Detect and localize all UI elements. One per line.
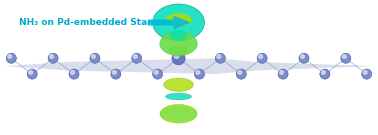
- Circle shape: [320, 69, 330, 79]
- Circle shape: [172, 52, 185, 65]
- Ellipse shape: [160, 104, 197, 123]
- Circle shape: [196, 70, 200, 74]
- Circle shape: [29, 70, 33, 74]
- Circle shape: [238, 70, 242, 74]
- Circle shape: [50, 55, 54, 58]
- Circle shape: [90, 53, 100, 63]
- Circle shape: [27, 69, 37, 79]
- Ellipse shape: [166, 93, 192, 100]
- Circle shape: [363, 70, 367, 74]
- Ellipse shape: [166, 13, 192, 26]
- Circle shape: [215, 53, 225, 63]
- Circle shape: [6, 53, 16, 63]
- Circle shape: [154, 70, 158, 74]
- Circle shape: [174, 53, 179, 58]
- Circle shape: [301, 55, 304, 58]
- Ellipse shape: [170, 30, 187, 41]
- Ellipse shape: [153, 4, 204, 41]
- Circle shape: [362, 69, 372, 79]
- Ellipse shape: [160, 32, 197, 56]
- Circle shape: [280, 70, 284, 74]
- Circle shape: [8, 55, 12, 58]
- Circle shape: [153, 69, 163, 79]
- Ellipse shape: [164, 78, 194, 91]
- Circle shape: [259, 55, 263, 58]
- Circle shape: [91, 55, 95, 58]
- Circle shape: [217, 55, 221, 58]
- Circle shape: [111, 69, 121, 79]
- Circle shape: [133, 55, 137, 58]
- Circle shape: [48, 53, 58, 63]
- Circle shape: [257, 53, 267, 63]
- Circle shape: [236, 69, 246, 79]
- Circle shape: [278, 69, 288, 79]
- Circle shape: [342, 55, 346, 58]
- Ellipse shape: [168, 46, 189, 55]
- Circle shape: [299, 53, 309, 63]
- Circle shape: [132, 53, 142, 63]
- Ellipse shape: [160, 106, 197, 122]
- Circle shape: [341, 53, 351, 63]
- Ellipse shape: [159, 32, 198, 56]
- Circle shape: [71, 70, 74, 74]
- Polygon shape: [4, 58, 374, 74]
- Circle shape: [112, 70, 116, 74]
- Circle shape: [69, 69, 79, 79]
- Text: NH₃ on Pd-embedded Stanene: NH₃ on Pd-embedded Stanene: [19, 18, 172, 27]
- Circle shape: [194, 69, 204, 79]
- Circle shape: [321, 70, 325, 74]
- FancyArrow shape: [148, 17, 189, 28]
